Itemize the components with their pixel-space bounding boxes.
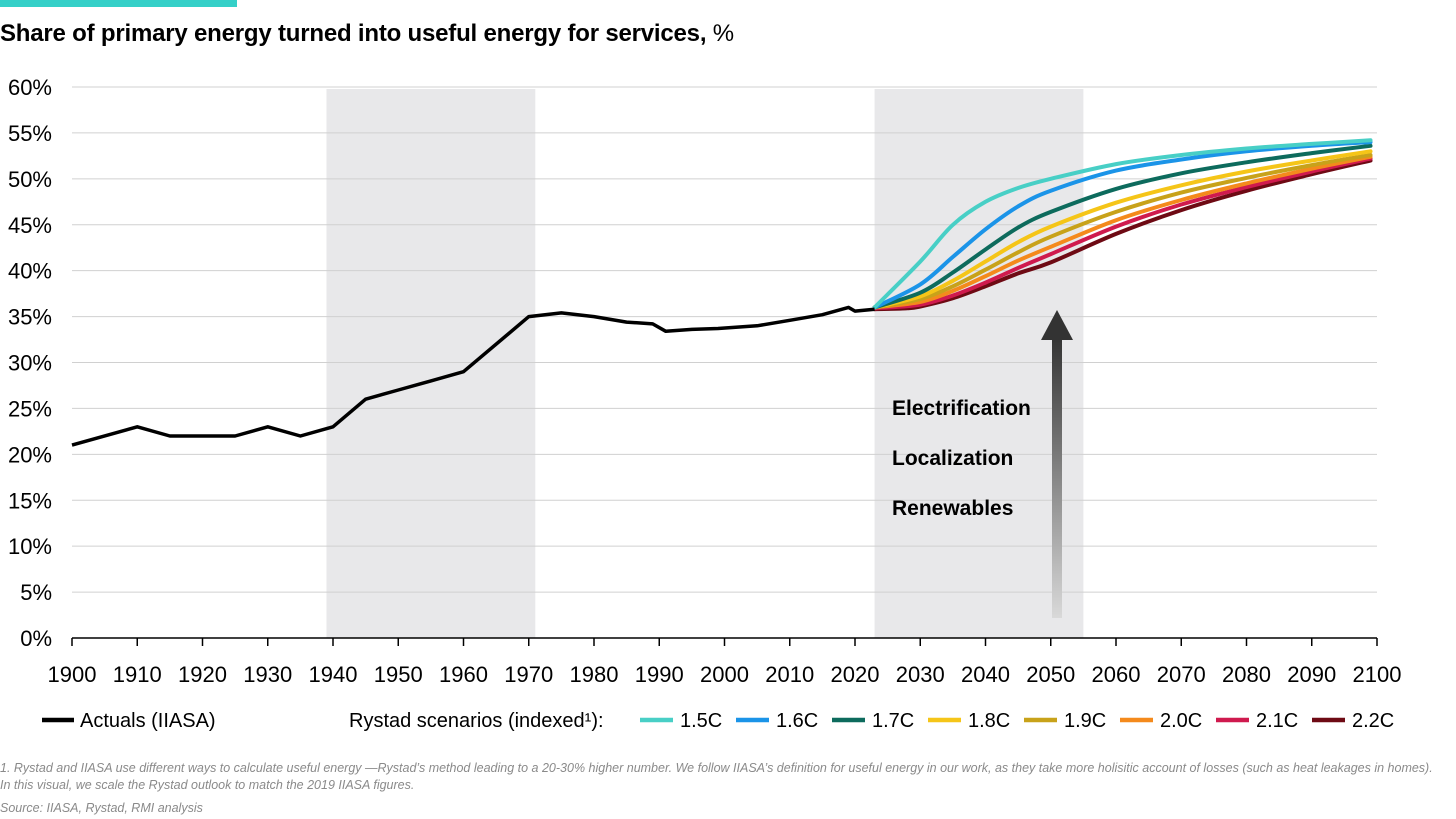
series-line-1.6C (872, 140, 1373, 310)
y-tick-label: 0% (20, 626, 52, 651)
x-tick-label: 2030 (896, 662, 945, 687)
series-line-2.1C (872, 156, 1373, 311)
y-tick-label: 55% (8, 121, 52, 146)
x-tick-label: 1990 (635, 662, 684, 687)
annotations: Electrification Localization Renewables (892, 397, 1031, 520)
legend-label-actuals: Actuals (IIASA) (80, 710, 216, 732)
shaded-periods (326, 89, 1084, 638)
y-tick-label: 10% (8, 534, 52, 559)
annotation-label: Electrification (892, 397, 1031, 420)
y-tick-label: 50% (8, 167, 52, 192)
x-tick-label: 2060 (1092, 662, 1141, 687)
y-tick-label: 20% (8, 442, 52, 467)
arrow-shaft (1052, 336, 1062, 618)
legend-label-1.6C: 1.6C (776, 710, 818, 732)
arrow-head (1041, 310, 1073, 340)
chart-title: Share of primary energy turned into usef… (0, 20, 734, 48)
x-tick-label: 1910 (113, 662, 162, 687)
x-tick-label: 1970 (504, 662, 553, 687)
shaded-period-1 (326, 89, 536, 638)
actuals-series (71, 305, 875, 447)
x-tick-label: 2000 (700, 662, 749, 687)
chart-title-unit: % (712, 20, 734, 47)
trend-arrow (1041, 310, 1073, 618)
y-tick-label: 40% (8, 259, 52, 284)
x-tick-label: 1950 (374, 662, 423, 687)
gridlines (72, 86, 1377, 593)
x-tick-label: 2040 (961, 662, 1010, 687)
series-line-1.7C (872, 143, 1373, 310)
x-tick-label: 1920 (178, 662, 227, 687)
legend-label-1.5C: 1.5C (680, 710, 722, 732)
x-tick-label: 1960 (439, 662, 488, 687)
y-tick-label: 45% (8, 213, 52, 238)
chart-title-text: Share of primary energy turned into usef… (0, 20, 707, 47)
legend-label-1.8C: 1.8C (968, 710, 1010, 732)
series-line-1.9C (872, 153, 1373, 310)
x-tick-label: 1940 (309, 662, 358, 687)
series-line-2.0C (872, 154, 1373, 310)
legend-label-2.2C: 2.2C (1352, 710, 1394, 732)
x-tick-label: 2010 (765, 662, 814, 687)
axes: 0% 5% 10% 15% 20% 25% 30% 35% 40% 45% 50% 55% 60% 190… (8, 75, 1402, 687)
y-tick-label: 35% (8, 305, 52, 330)
line-chart: 0% 5% 10% 15% 20% 25% 30% 35% 40% 45% 50% 55% 60% 190… (8, 75, 1402, 732)
x-tick-label: 2100 (1353, 662, 1402, 687)
legend-title: Rystad scenarios (indexed¹): (349, 710, 604, 732)
footnote: 1. Rystad and IIASA use different ways t… (0, 761, 1433, 792)
legend: Actuals (IIASA) Rystad scenarios (indexed… (42, 710, 1394, 732)
y-tick-label: 15% (8, 488, 52, 513)
x-tick-label: 1980 (570, 662, 619, 687)
x-tick-label: 2050 (1026, 662, 1075, 687)
legend-label-2.1C: 2.1C (1256, 710, 1298, 732)
annotation-label: Localization (892, 447, 1013, 470)
series-line-1.5C (872, 138, 1373, 310)
scenario-series (872, 138, 1373, 312)
x-tick-label: 2090 (1287, 662, 1336, 687)
legend-label-2.0C: 2.0C (1160, 710, 1202, 732)
actuals-line (71, 305, 875, 447)
x-tick-label: 2020 (831, 662, 880, 687)
x-tick-label: 2070 (1157, 662, 1206, 687)
y-tick-label: 25% (8, 396, 52, 421)
y-tick-label: 30% (8, 351, 52, 376)
source-note: Source: IIASA, Rystad, RMI analysis (0, 801, 203, 815)
y-tick-label: 5% (20, 580, 52, 605)
x-tick-label: 1930 (243, 662, 292, 687)
y-tick-label: 60% (8, 75, 52, 100)
annotation-label: Renewables (892, 497, 1013, 520)
x-tick-label: 2080 (1222, 662, 1271, 687)
series-line-1.8C (872, 149, 1373, 310)
accent-bar (0, 0, 237, 7)
x-tick-label: 1900 (48, 662, 97, 687)
legend-label-1.9C: 1.9C (1064, 710, 1106, 732)
legend-label-1.7C: 1.7C (872, 710, 914, 732)
